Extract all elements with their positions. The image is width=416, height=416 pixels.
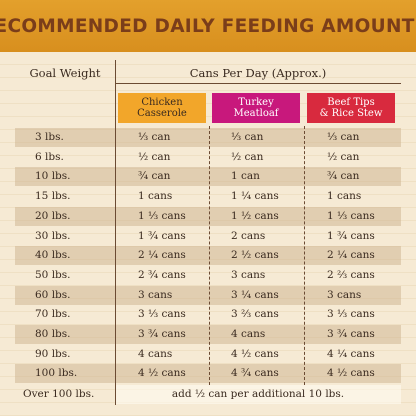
row-chicken-amount: 1 ⅓ cans xyxy=(138,209,186,222)
row-turkey-amount: 4 ¾ cans xyxy=(231,367,279,380)
row-turkey-amount: 3 cans xyxy=(231,268,266,281)
table-row: 80 lbs. 3 ¾ cans 4 cans 3 ¾ cans xyxy=(15,325,401,344)
column-header-turkey-line1: Turkey xyxy=(238,97,274,108)
goal-weight-header: Goal Weight xyxy=(29,66,101,80)
header-divider xyxy=(115,83,401,84)
cans-per-day-header: Cans Per Day (Approx.) xyxy=(189,66,327,80)
row-beef-amount: ¾ can xyxy=(327,170,360,183)
feeding-table: Goal Weight Cans Per Day (Approx.) Chick… xyxy=(15,60,401,405)
row-beef-amount: 1 ⅓ cans xyxy=(327,209,375,222)
table-row: 50 lbs. 2 ¾ cans 3 cans 2 ⅔ cans xyxy=(15,266,401,285)
row-turkey-amount: 2 cans xyxy=(231,229,266,242)
row-weight: 80 lbs. xyxy=(35,328,71,340)
row-weight: 20 lbs. xyxy=(35,209,71,222)
row-turkey-amount: 1 ½ cans xyxy=(231,209,279,222)
row-turkey-amount: 1 can xyxy=(231,170,260,183)
row-turkey-amount: 3 ⅔ cans xyxy=(231,308,279,321)
row-weight: 70 lbs. xyxy=(35,308,71,321)
row-turkey-amount: 2 ½ cans xyxy=(231,249,279,262)
table-row: 30 lbs. 1 ¾ cans 2 cans 1 ¾ cans xyxy=(15,227,401,246)
row-weight: 30 lbs. xyxy=(35,229,71,242)
row-chicken-amount: ½ can xyxy=(138,150,171,163)
row-beef-amount: 2 ¼ cans xyxy=(327,249,375,262)
column-header-chicken: Chicken Casserole xyxy=(118,93,206,123)
column-divider-dashed-1 xyxy=(209,126,210,385)
row-chicken-amount: ⅓ can xyxy=(138,131,171,143)
column-divider-dashed-2 xyxy=(304,126,305,385)
row-beef-amount: 4 ½ cans xyxy=(327,367,375,380)
row-beef-amount: ⅓ can xyxy=(327,131,360,143)
row-chicken-amount: 1 ¾ cans xyxy=(138,229,186,242)
row-weight: 10 lbs. xyxy=(35,170,71,183)
column-header-chicken-line1: Chicken xyxy=(141,97,183,108)
row-chicken-amount: 2 ¾ cans xyxy=(138,268,186,281)
column-header-turkey: Turkey Meatloaf xyxy=(212,93,300,123)
table-row: 6 lbs. ½ can ½ can ½ can xyxy=(15,148,401,167)
row-weight: 100 lbs. xyxy=(35,367,78,380)
row-turkey-amount: 1 ¼ cans xyxy=(231,190,279,203)
row-weight: 15 lbs. xyxy=(35,190,71,203)
row-chicken-amount: 3 ¾ cans xyxy=(138,328,186,340)
footer-note: add ½ can per additional 10 lbs. xyxy=(171,388,345,400)
row-weight: 6 lbs. xyxy=(35,150,64,163)
row-chicken-amount: ¾ can xyxy=(138,170,171,183)
row-chicken-amount: 3 ⅓ cans xyxy=(138,308,186,321)
column-header-beef-line1: Beef Tips xyxy=(327,97,375,108)
footer-note-background xyxy=(115,385,401,404)
table-row: 40 lbs. 2 ¼ cans 2 ½ cans 2 ¼ cans xyxy=(15,246,401,266)
table-row: 3 lbs. ⅓ can ⅓ can ⅓ can xyxy=(15,128,401,147)
row-beef-amount: 1 ¾ cans xyxy=(327,229,375,242)
row-weight: 3 lbs. xyxy=(35,131,64,143)
row-beef-amount: 3 cans xyxy=(327,288,362,301)
table-row: 15 lbs. 1 cans 1 ¼ cans 1 cans xyxy=(15,187,401,206)
row-beef-amount: 3 ¾ cans xyxy=(327,328,375,340)
banner-title: RECOMMENDED DAILY FEEDING AMOUNTS: xyxy=(0,15,416,37)
row-chicken-amount: 2 ¼ cans xyxy=(138,249,186,262)
table-row: 60 lbs. 3 cans 3 ¼ cans 3 cans xyxy=(15,285,401,305)
row-weight: 40 lbs. xyxy=(35,249,71,262)
row-turkey-amount: ½ can xyxy=(231,150,264,163)
row-weight: 50 lbs. xyxy=(35,268,71,281)
row-chicken-amount: 3 cans xyxy=(138,288,173,301)
row-beef-amount: 2 ⅔ cans xyxy=(327,268,375,281)
column-header-turkey-line2: Meatloaf xyxy=(233,108,279,119)
row-turkey-amount: 4 cans xyxy=(231,328,266,340)
footer-row: Over 100 lbs. add ½ can per additional 1… xyxy=(15,385,401,404)
column-header-beef: Beef Tips & Rice Stew xyxy=(307,93,395,123)
table-row: 70 lbs. 3 ⅓ cans 3 ⅔ cans 3 ⅓ cans xyxy=(15,305,401,324)
footer-weight: Over 100 lbs. xyxy=(23,388,95,400)
table-row: 20 lbs. 1 ⅓ cans 1 ½ cans 1 ⅓ cans xyxy=(15,206,401,226)
column-header-chicken-line2: Casserole xyxy=(137,108,187,119)
row-chicken-amount: 4 ½ cans xyxy=(138,367,186,380)
row-weight: 90 lbs. xyxy=(35,347,71,360)
row-beef-amount: ½ can xyxy=(327,150,360,163)
row-beef-amount: 3 ⅓ cans xyxy=(327,308,375,321)
title-banner: RECOMMENDED DAILY FEEDING AMOUNTS: xyxy=(0,0,416,52)
row-turkey-amount: 4 ½ cans xyxy=(231,347,279,360)
row-turkey-amount: ⅓ can xyxy=(231,131,264,143)
row-weight: 60 lbs. xyxy=(35,288,71,301)
row-turkey-amount: 3 ¼ cans xyxy=(231,288,279,301)
column-divider-solid xyxy=(115,60,116,405)
table-row: 100 lbs. 4 ½ cans 4 ¾ cans 4 ½ cans xyxy=(15,364,401,384)
row-beef-amount: 1 cans xyxy=(327,190,362,203)
table-row: 90 lbs. 4 cans 4 ½ cans 4 ¼ cans xyxy=(15,345,401,364)
table-row: 10 lbs. ¾ can 1 can ¾ can xyxy=(15,167,401,187)
column-header-beef-line2: & Rice Stew xyxy=(319,108,383,119)
row-chicken-amount: 1 cans xyxy=(138,190,173,203)
row-chicken-amount: 4 cans xyxy=(138,347,173,360)
row-beef-amount: 4 ¼ cans xyxy=(327,347,375,360)
